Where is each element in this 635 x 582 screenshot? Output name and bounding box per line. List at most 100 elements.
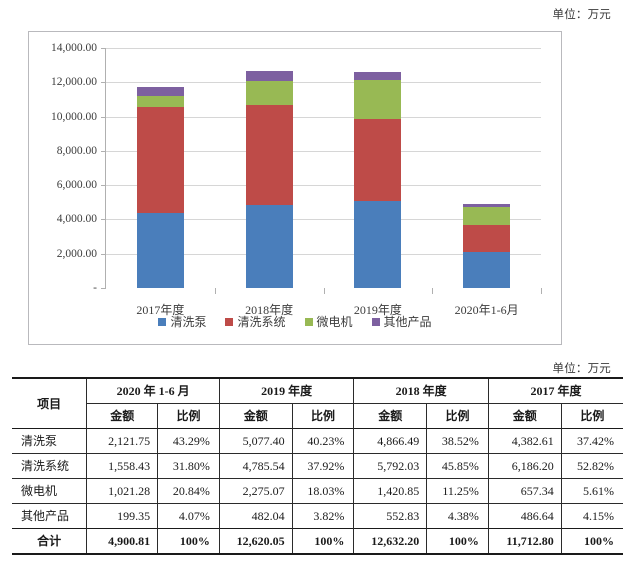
- table-cell-ratio: 4.38%: [426, 503, 489, 529]
- bar-segment: [354, 79, 402, 119]
- table-body: 清洗泵 2,121.75 43.29% 5,077.40 40.23% 4,866.49 3…: [12, 428, 623, 555]
- table-total-row: 合计 4,900.81 100% 12,620.05 100% 12,632.20 100%…: [12, 528, 623, 555]
- table-total-amount: 12,632.20: [353, 528, 428, 555]
- table-total-amount: 11,712.80: [487, 528, 562, 555]
- table-cell-ratio: 45.85%: [426, 453, 489, 479]
- bar-segment: [245, 204, 293, 288]
- table-cell-amount: 4,382.61: [487, 428, 562, 454]
- y-axis-tick-label: 2,000.00: [56, 247, 97, 260]
- bar-segment: [136, 212, 184, 288]
- y-axis-tick-label: 6,000.00: [56, 179, 97, 192]
- table-cell-amount: 4,866.49: [353, 428, 428, 454]
- bar-segment: [245, 105, 293, 205]
- table-cell-ratio: 38.52%: [426, 428, 489, 454]
- table-row: 清洗泵 2,121.75 43.29% 5,077.40 40.23% 4,866.49 3…: [12, 428, 623, 454]
- table-header-ratio: 比例: [157, 403, 220, 429]
- table-cell-amount: 4,785.54: [218, 453, 293, 479]
- legend-label: 清洗泵: [170, 315, 207, 329]
- bar-segment: [136, 87, 184, 96]
- table-header-amount: 金额: [218, 403, 293, 429]
- table-header-amount: 金额: [86, 403, 159, 429]
- table-cell-amount: 482.04: [218, 503, 293, 529]
- x-axis-tick-label: 2017年度: [136, 303, 185, 317]
- legend-item[interactable]: 清洗泵: [158, 313, 206, 330]
- table-header-period-2: 2018 年度: [353, 377, 489, 404]
- y-axis-tick: [101, 219, 106, 221]
- table-cell-amount: 657.34: [487, 478, 562, 504]
- unit-caption-chart: 单位：万元: [552, 9, 611, 21]
- table-cell-amount: 199.35: [86, 503, 159, 529]
- table-cell-ratio: 4.15%: [560, 503, 623, 529]
- table-header-amount: 金额: [487, 403, 562, 429]
- table-cell-ratio: 52.82%: [560, 453, 623, 479]
- legend-item[interactable]: 其他产品: [371, 313, 432, 330]
- bar-segment: [354, 200, 402, 288]
- gridline: [106, 82, 541, 84]
- table-total-ratio: 100%: [426, 528, 489, 555]
- bar-segment: [136, 95, 184, 107]
- x-axis-tick-label: 2018年度: [245, 303, 294, 317]
- bar-segment: [354, 71, 402, 80]
- table-cell-amount: 552.83: [353, 503, 428, 529]
- y-axis-tick: [101, 288, 106, 289]
- table-row-label: 清洗系统: [12, 453, 88, 479]
- y-axis-tick: [101, 150, 106, 152]
- bar-segment: [463, 224, 511, 252]
- x-axis-tick-label: 2020年1-6月: [454, 303, 519, 317]
- y-axis-tick: [101, 185, 106, 187]
- table-header-period-0: 2020 年 1-6 月: [86, 377, 220, 404]
- x-axis-separator: [214, 288, 216, 294]
- table-cell-ratio: 18.03%: [291, 478, 355, 504]
- table-cell-amount: 1,420.85: [353, 478, 428, 504]
- table-header-ratio: 比例: [560, 403, 623, 429]
- y-axis-tick-label: 12,000.00: [51, 76, 97, 89]
- legend-item[interactable]: 清洗系统: [225, 313, 286, 330]
- unit-caption-table: 单位：万元: [552, 363, 611, 375]
- table-total-ratio: 100%: [157, 528, 220, 555]
- bar-segment: [245, 71, 293, 81]
- table-cell-ratio: 3.82%: [291, 503, 355, 529]
- y-axis-tick-label: 4,000.00: [56, 213, 97, 226]
- gridline: [106, 185, 541, 187]
- y-axis-tick: [101, 48, 106, 49]
- bar-segment: [354, 118, 402, 201]
- gridline: [106, 219, 541, 221]
- legend-swatch-icon: [225, 317, 234, 326]
- table-header-item: 项目: [12, 377, 88, 429]
- legend-swatch-icon: [158, 317, 167, 326]
- table-cell-ratio: 40.23%: [291, 428, 355, 454]
- y-axis-tick: [101, 116, 106, 118]
- legend-label: 清洗系统: [237, 315, 286, 329]
- table-cell-amount: 5,077.40: [218, 428, 293, 454]
- y-axis-tick: [101, 253, 106, 255]
- table-cell-amount: 5,792.03: [353, 453, 428, 479]
- x-axis-separator: [541, 288, 542, 294]
- table-header-amount: 金额: [353, 403, 428, 429]
- y-axis-tick-label: 10,000.00: [51, 110, 97, 123]
- bar-stack: [354, 71, 402, 288]
- table-row: 清洗系统 1,558.43 31.80% 4,785.54 37.92% 5,792.03…: [12, 453, 623, 479]
- table-cell-ratio: 5.61%: [560, 478, 623, 504]
- table-cell-amount: 1,021.28: [86, 478, 159, 504]
- bar-segment: [463, 204, 511, 208]
- table-total-amount: 12,620.05: [218, 528, 293, 555]
- table-cell-amount: 2,275.07: [218, 478, 293, 504]
- x-axis-separator: [432, 288, 434, 294]
- table-cell-amount: 2,121.75: [86, 428, 159, 454]
- bar-segment: [136, 106, 184, 213]
- x-axis-separator: [323, 288, 325, 294]
- table-row: 微电机 1,021.28 20.84% 2,275.07 18.03% 1,420.85 1…: [12, 478, 623, 504]
- table-header-ratio: 比例: [426, 403, 489, 429]
- legend-item[interactable]: 微电机: [304, 313, 353, 330]
- table-cell-ratio: 11.25%: [426, 478, 489, 504]
- legend-label: 其他产品: [383, 315, 432, 329]
- table-cell-ratio: 43.29%: [157, 428, 220, 454]
- gridline: [106, 116, 541, 118]
- y-axis-line: [105, 48, 106, 288]
- table-total-ratio: 100%: [560, 528, 623, 555]
- gridline: [106, 150, 541, 152]
- table-total-amount: 4,900.81: [86, 528, 159, 555]
- chart-legend: 清洗泵 清洗系统 微电机 其他产品: [29, 313, 561, 330]
- chart-plot-area: - 2,000.00 4,000.00 6,000.00 8,000.00 10,000.…: [51, 42, 542, 317]
- legend-label: 微电机: [316, 315, 353, 329]
